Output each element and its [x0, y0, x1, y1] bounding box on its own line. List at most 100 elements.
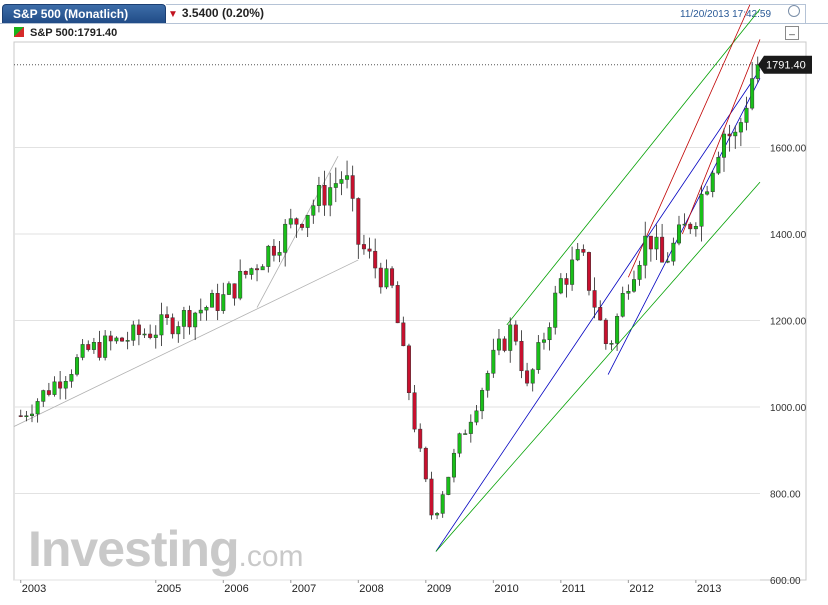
candle	[18, 415, 23, 417]
candle	[181, 310, 186, 327]
candle	[525, 370, 530, 384]
candle	[255, 268, 260, 271]
last-price-label: 1791.40	[766, 60, 806, 72]
candle	[412, 392, 417, 430]
candle	[575, 249, 580, 261]
candle	[485, 373, 490, 391]
candle	[496, 338, 501, 351]
candle	[333, 183, 338, 188]
candle	[125, 340, 130, 342]
candle	[215, 293, 220, 311]
trendline	[607, 78, 761, 375]
chart-tab[interactable]: S&P 500 (Monatlich)	[2, 4, 166, 24]
candle	[159, 314, 164, 336]
candle	[148, 333, 153, 338]
candle	[536, 342, 541, 370]
candle	[530, 369, 535, 384]
candle	[136, 324, 141, 335]
x-tick-label: 2012	[629, 583, 653, 595]
x-tick-label: 2003	[22, 583, 46, 595]
candle	[384, 268, 389, 288]
x-tick-label: 2013	[697, 583, 721, 595]
candle	[468, 421, 473, 434]
candle	[429, 478, 434, 516]
candle	[631, 279, 636, 292]
candle	[598, 307, 603, 321]
candle	[750, 78, 755, 109]
candle	[238, 270, 243, 299]
candle	[41, 390, 46, 402]
candle	[339, 179, 344, 184]
candle	[305, 215, 310, 228]
candle	[114, 337, 119, 342]
candle	[570, 259, 575, 285]
candle	[69, 374, 74, 382]
candle	[165, 314, 170, 318]
candle	[660, 236, 665, 263]
candle	[345, 175, 350, 180]
candle	[665, 260, 670, 263]
candle	[187, 310, 192, 328]
candle	[221, 294, 226, 311]
candle	[232, 283, 237, 299]
candle	[176, 326, 181, 335]
y-tick-label: 1600.00	[770, 143, 807, 154]
legend-label: S&P 500:1791.40	[30, 27, 118, 39]
candle	[328, 187, 333, 206]
candle	[671, 242, 676, 262]
y-tick-label: 600.00	[770, 576, 801, 587]
candle	[553, 292, 558, 328]
candle	[311, 205, 316, 216]
candle	[350, 175, 355, 199]
candle	[626, 291, 631, 294]
x-tick-label: 2007	[292, 583, 316, 595]
candle	[519, 341, 524, 372]
candle	[75, 357, 80, 375]
candle	[676, 224, 681, 244]
candle	[491, 349, 496, 374]
header-divider	[0, 23, 828, 24]
candle	[294, 218, 299, 225]
candle	[390, 268, 395, 286]
candle	[63, 380, 68, 389]
candle	[401, 322, 406, 347]
candle	[283, 223, 288, 253]
candle	[688, 223, 693, 230]
trendline	[435, 181, 761, 552]
candle	[367, 248, 372, 252]
candle	[440, 494, 445, 514]
plot-frame	[13, 41, 807, 581]
candle	[558, 278, 563, 294]
candle	[513, 324, 518, 342]
candle	[423, 447, 428, 480]
x-tick-label: 2005	[157, 583, 181, 595]
candle	[58, 381, 63, 389]
candle	[198, 309, 203, 314]
chart-title: S&P 500 (Monatlich)	[13, 7, 129, 21]
watermark-logo: Investing.com	[28, 521, 304, 577]
candle	[46, 390, 51, 395]
candle	[581, 249, 586, 253]
candle-swatch-icon	[14, 27, 24, 37]
candle	[541, 339, 546, 343]
x-tick-label: 2008	[359, 583, 383, 595]
candle	[24, 415, 29, 417]
candle	[446, 476, 451, 495]
candle	[547, 327, 552, 341]
x-tick-label: 2006	[224, 583, 248, 595]
candle	[733, 131, 738, 137]
candle	[716, 157, 721, 174]
candle	[721, 133, 726, 158]
minimize-button[interactable]: _	[785, 26, 799, 40]
candle	[693, 226, 698, 230]
candle	[86, 344, 91, 350]
candle	[699, 193, 704, 227]
y-tick-label: 800.00	[770, 489, 801, 500]
y-tick-label: 1000.00	[770, 403, 807, 414]
close-icon[interactable]	[788, 5, 800, 17]
candle	[153, 334, 158, 338]
candle	[755, 64, 760, 79]
trendline	[627, 4, 751, 278]
timestamp: 11/20/2013 17:42:59	[680, 9, 772, 20]
candle	[710, 172, 715, 192]
